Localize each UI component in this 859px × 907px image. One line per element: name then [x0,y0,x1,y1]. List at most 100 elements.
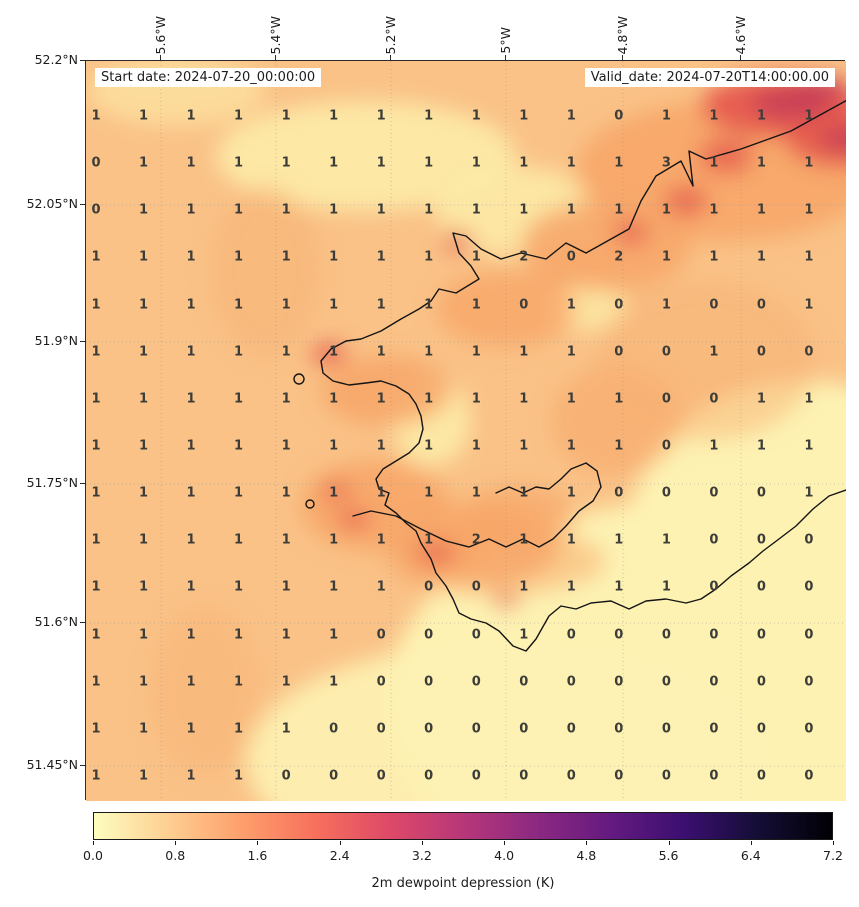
x-tick-label: 5°W [495,4,515,54]
x-tick-mark [505,55,506,60]
grid-value: 0 [281,768,291,784]
grid-value: 1 [471,485,481,501]
grid-value: 1 [424,532,434,548]
grid-value: 1 [234,532,244,548]
grid-value: 1 [424,485,434,501]
grid-value: 0 [424,768,434,784]
grid-value: 0 [804,627,814,643]
grid-value: 1 [138,532,149,548]
grid-value: 1 [614,202,624,218]
x-tick-mark [390,55,391,60]
grid-value: 1 [91,344,101,360]
grid-value: 1 [661,297,671,313]
grid-value: 1 [804,155,814,171]
grid-value: 0 [756,297,766,313]
grid-value: 1 [91,579,101,595]
grid-value: 0 [661,391,671,407]
start-date-annotation: Start date: 2024-07-20_00:00:00 [95,68,322,87]
grid-value: 0 [804,532,814,548]
x-tick-mark [740,55,741,60]
grid-value: 1 [281,627,291,643]
grid-value: 1 [519,391,529,407]
grid-value: 1 [661,532,671,548]
grid-value: 0 [661,721,671,737]
colorbar-tick-mark [339,841,341,845]
grid-value: 1 [376,344,386,360]
grid-value: 0 [756,768,766,784]
grid-value: 1 [234,768,244,784]
x-tick-label-text: 5.4°W [267,15,283,55]
x-tick-label: 5.4°W [265,4,285,55]
colorbar-tick-mark [833,841,834,845]
grid-value: 0 [471,721,481,737]
grid-value: 1 [471,155,481,171]
grid-value: 0 [661,627,671,643]
grid-value: 1 [376,155,386,171]
grid-value: 1 [91,627,101,643]
grid-value: 1 [329,532,339,548]
x-tick-label-text: 5.2°W [382,15,398,55]
x-tick-label-text: 5.6°W [152,15,168,55]
grid-value: 1 [329,438,339,454]
grid-value: 1 [186,438,196,454]
grid-value: 1 [804,297,814,313]
grid-value: 1 [138,721,149,737]
grid-value: 1 [566,391,576,407]
y-tick-label: 51.45°N [26,757,78,772]
grid-value: 1 [281,202,291,218]
grid-value: 1 [376,108,386,124]
grid-value: 1 [138,297,149,313]
grid-value: 1 [661,202,671,218]
grid-value: 1 [566,202,576,218]
grid-value: 1 [424,391,434,407]
grid-value: 1 [376,391,386,407]
colorbar-tick-mark [257,841,259,845]
colorbar-tick-mark [586,841,588,845]
grid-value: 1 [281,532,291,548]
x-tick-label-text: 4.6°W [732,15,748,55]
grid-value: 1 [329,674,339,690]
grid-value: 1 [804,485,814,501]
grid-value: 1 [519,579,529,595]
grid-value: 0 [566,768,576,784]
grid-value: 1 [234,297,244,313]
grid-value: 1 [234,721,244,737]
grid-value: 1 [709,155,719,171]
grid-value: 1 [234,344,244,360]
x-tick-label: 5.2°W [380,4,400,55]
grid-value: 1 [281,108,291,124]
grid-value: 0 [566,674,576,690]
x-tick-mark [275,55,276,60]
grid-value: 0 [709,674,719,690]
grid-value: 0 [709,297,719,313]
grid-value: 1 [756,249,766,265]
grid-value: 1 [281,344,291,360]
colorbar-tick-label: 5.6 [658,848,679,863]
grid-value: 1 [234,155,244,171]
grid-value: 1 [566,297,576,313]
grid-value: 1 [234,202,244,218]
grid-value: 0 [756,627,766,643]
grid-value: 0 [756,485,766,501]
grid-value: 1 [234,579,244,595]
x-tick-label-text: 5°W [497,27,513,54]
grid-value: 0 [614,108,624,124]
grid-value: 0 [804,674,814,690]
grid-value: 1 [424,249,434,265]
grid-value: 0 [471,674,481,690]
grid-value: 1 [329,249,339,265]
grid-value: 1 [186,108,196,124]
x-tick-label-text: 4.8°W [614,15,630,55]
coastline [293,99,846,652]
grid-value: 1 [186,674,196,690]
grid-value: 1 [91,768,101,784]
grid-value: 1 [91,674,101,690]
grid-value: 0 [756,721,766,737]
grid-value: 0 [519,297,529,313]
colorbar-tick-mark [421,841,423,845]
grid-value: 1 [376,202,386,218]
grid-value: 0 [91,155,101,171]
grid-value: 1 [281,438,291,454]
grid-value: 0 [756,344,766,360]
